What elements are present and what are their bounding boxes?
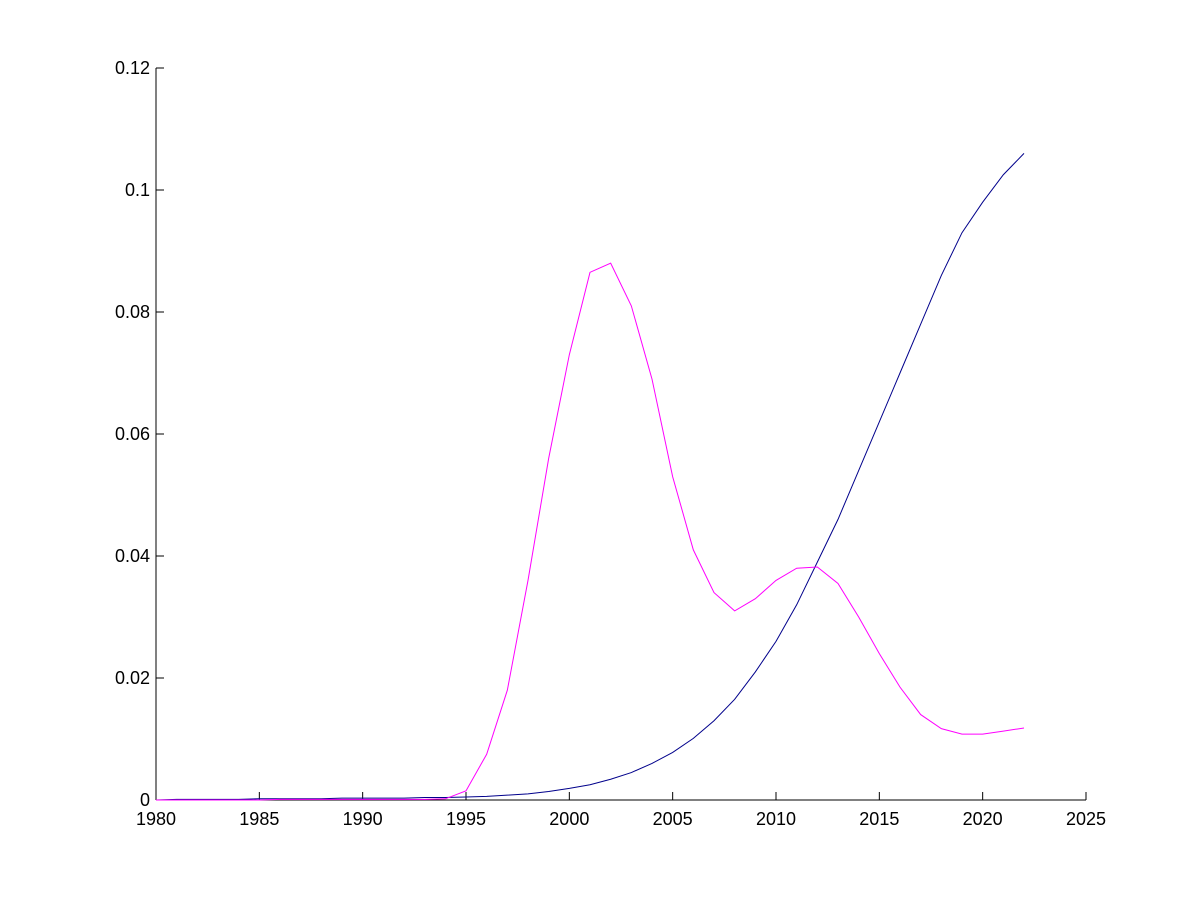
x-tick-label: 2025 bbox=[1066, 809, 1106, 829]
x-tick-label: 2005 bbox=[653, 809, 693, 829]
x-tick-label: 1980 bbox=[136, 809, 176, 829]
x-tick-label: 1985 bbox=[239, 809, 279, 829]
x-tick-label: 2020 bbox=[963, 809, 1003, 829]
x-tick-label: 1995 bbox=[446, 809, 486, 829]
series-line bbox=[155, 153, 1025, 801]
y-tick-label: 0.06 bbox=[115, 424, 150, 444]
x-tick-label: 2000 bbox=[549, 809, 589, 829]
x-tick-label: 2015 bbox=[859, 809, 899, 829]
x-tick-label: 1990 bbox=[343, 809, 383, 829]
y-tick-label: 0.12 bbox=[115, 58, 150, 78]
y-tick-label: 0.02 bbox=[115, 668, 150, 688]
y-tick-label: 0 bbox=[140, 790, 150, 810]
series-line bbox=[156, 262, 1025, 801]
y-tick-label: 0.04 bbox=[115, 546, 150, 566]
x-tick-label: 2010 bbox=[756, 809, 796, 829]
y-tick-label: 0.08 bbox=[115, 302, 150, 322]
y-tick-label: 0.1 bbox=[125, 180, 150, 200]
